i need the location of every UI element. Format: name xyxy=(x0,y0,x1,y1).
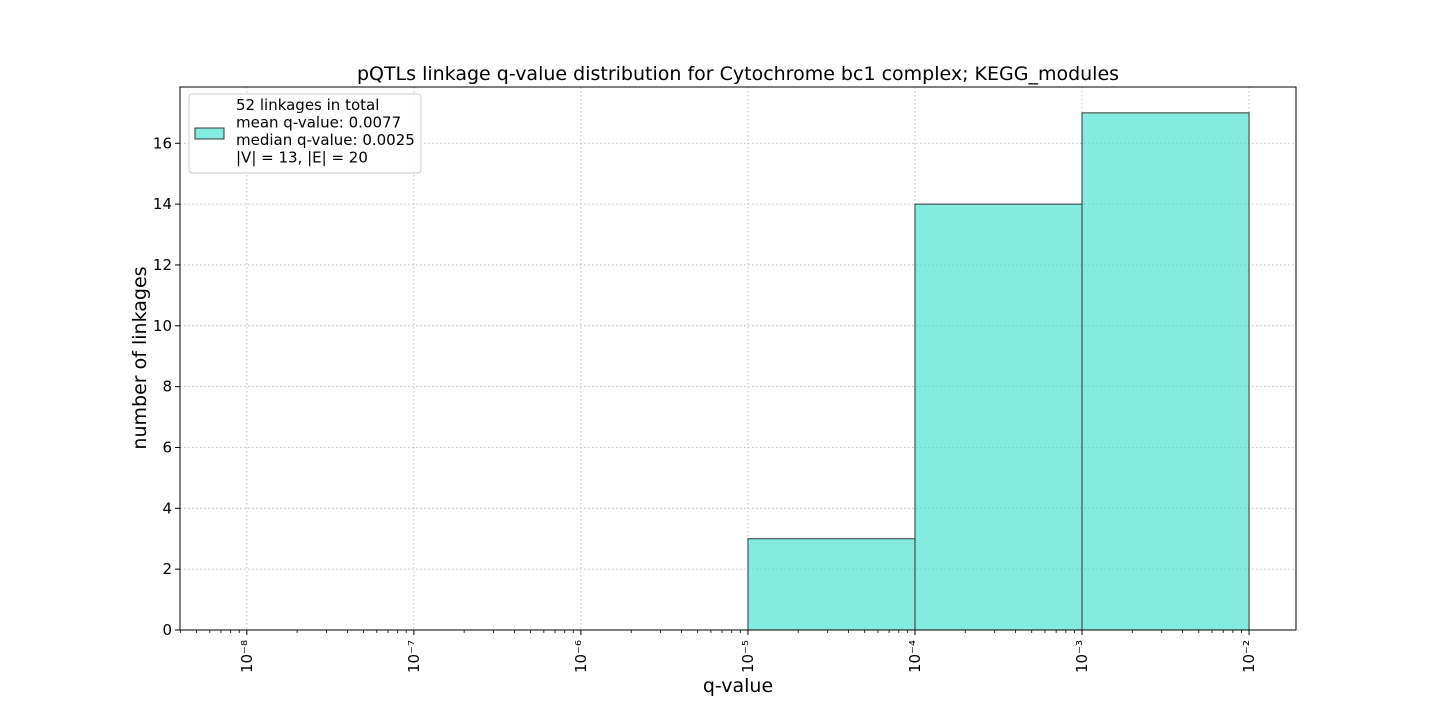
histogram-bar xyxy=(1081,112,1250,631)
histogram-bar xyxy=(747,538,916,631)
legend-text-line: mean q-value: 0.0077 xyxy=(236,114,401,132)
x-tick-label: 10⁻⁸ xyxy=(238,640,256,673)
plot-frame xyxy=(179,86,1297,631)
x-tick-label: 10⁻⁷ xyxy=(405,640,423,673)
legend-text-line: 52 linkages in total xyxy=(236,96,379,114)
x-axis-label: q-value xyxy=(703,675,773,697)
histogram-bar xyxy=(914,203,1083,631)
x-tick-label: 10⁻⁴ xyxy=(906,640,924,673)
y-tick-label: 2 xyxy=(162,560,172,578)
y-tick-label: 4 xyxy=(162,499,172,517)
plot-area: 10⁻⁸ 10⁻⁷ 10⁻⁶ 10⁻⁵ 10⁻⁴ 10⁻³ 10⁻² 0 2 4 6 8 10 12 14 1… xyxy=(153,86,1297,673)
y-tick-label: 10 xyxy=(153,317,172,335)
legend-text-line: |V| = 13, |E| = 20 xyxy=(236,149,368,167)
chart-title: pQTLs linkage q-value distribution for C… xyxy=(357,63,1119,85)
y-tick-label: 6 xyxy=(162,438,172,456)
y-axis-label: number of linkages xyxy=(129,266,151,449)
y-tick-label: 12 xyxy=(153,256,172,274)
y-tick-label: 14 xyxy=(153,195,172,213)
legend-box xyxy=(188,93,422,174)
x-tick-label: 10⁻⁵ xyxy=(739,640,757,673)
x-tick-label: 10⁻⁶ xyxy=(572,640,590,673)
x-tick-label: 10⁻² xyxy=(1240,640,1258,673)
legend-text-line: median q-value: 0.0025 xyxy=(236,131,415,149)
y-tick-label: 16 xyxy=(153,134,172,152)
y-tick-label: 0 xyxy=(162,621,172,639)
legend-swatch xyxy=(194,127,225,140)
x-tick-label: 10⁻³ xyxy=(1073,640,1091,673)
y-tick-label: 8 xyxy=(162,378,172,396)
